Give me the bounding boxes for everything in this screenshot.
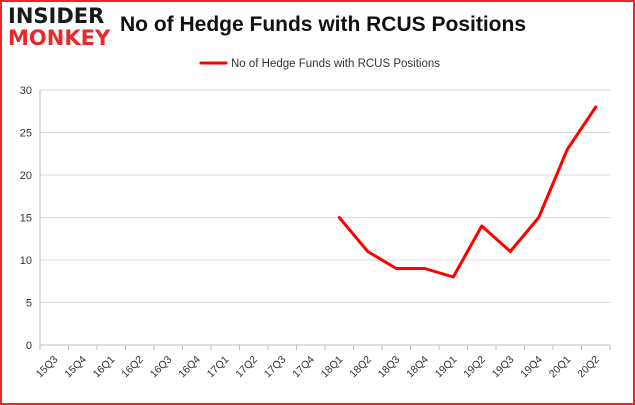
logo-line-1: INSIDER	[8, 4, 105, 28]
x-tick-label: 18Q1	[319, 354, 346, 381]
y-tick-label: 30	[20, 85, 32, 97]
x-tick-label: 18Q4	[404, 354, 431, 381]
x-tick-label: 19Q4	[518, 354, 545, 381]
x-tick-label: 18Q3	[376, 354, 403, 381]
y-tick-label: 10	[20, 255, 32, 267]
series-line	[337, 105, 598, 279]
x-tick-label: 20Q1	[547, 354, 574, 381]
x-tick-label: 16Q3	[148, 354, 175, 381]
chart-title: No of Hedge Funds with RCUS Positions	[120, 13, 526, 36]
x-tick-label: 17Q4	[290, 354, 317, 381]
x-tick-label: 19Q3	[490, 354, 517, 381]
x-tick-label: 19Q1	[433, 354, 460, 381]
insider-monkey-logo: INSIDER MONKEY	[8, 6, 110, 49]
x-tick-label: 16Q4	[176, 354, 203, 381]
x-tick-label: 15Q3	[34, 354, 61, 381]
x-tick-label: 17Q1	[205, 354, 232, 381]
y-tick-label: 25	[20, 128, 32, 140]
y-tick-label: 0	[26, 340, 32, 352]
legend-label: No of Hedge Funds with RCUS Positions	[231, 58, 440, 70]
x-tick-label: 17Q3	[262, 354, 289, 381]
x-tick-label: 19Q2	[461, 354, 488, 381]
y-tick-label: 15	[20, 213, 32, 225]
x-tick-label: 16Q1	[91, 354, 118, 381]
x-tick-label: 16Q2	[119, 354, 146, 381]
x-tick-label: 18Q2	[347, 354, 374, 381]
y-tick-label: 5	[26, 298, 32, 310]
x-tick-label: 15Q4	[62, 354, 89, 381]
y-tick-label: 20	[20, 170, 32, 182]
logo-line-2: MONKEY	[8, 26, 111, 50]
x-tick-label: 17Q2	[233, 354, 260, 381]
x-tick-label: 20Q2	[575, 354, 602, 381]
